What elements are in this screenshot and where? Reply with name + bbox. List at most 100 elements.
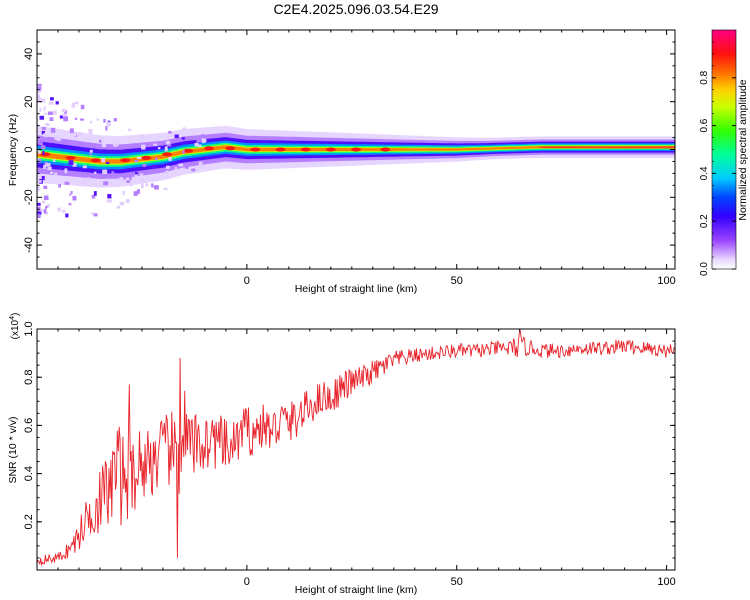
heat-speckle xyxy=(141,183,144,189)
heat-speckle xyxy=(48,101,54,105)
snr-panel: 0 50 100 0.2 0.4 0.6 0.8 1.0 (x104) Height of s… xyxy=(7,313,676,596)
heat-speckle xyxy=(198,138,202,141)
heat-speckle xyxy=(102,169,108,174)
heat-speckle xyxy=(152,164,156,169)
heat-speckle xyxy=(191,168,196,172)
heat-speckle xyxy=(43,112,48,115)
heat-speckle xyxy=(63,116,69,122)
snr-multiplier-base: (x10 xyxy=(10,319,21,339)
heat-core-12 xyxy=(325,147,336,152)
heat-speckle xyxy=(86,138,92,141)
heat-speckle xyxy=(179,164,182,167)
heat-speckle xyxy=(37,83,42,87)
heat-speckle xyxy=(134,160,139,163)
heat-speckle xyxy=(168,131,172,134)
heat-speckle xyxy=(107,146,112,150)
heat-speckle xyxy=(154,157,158,161)
heat-speckle xyxy=(119,177,124,182)
heat-speckle xyxy=(153,143,158,146)
heat-core-2 xyxy=(90,158,101,163)
heat-speckle xyxy=(72,162,77,167)
heat-speckle xyxy=(154,185,159,190)
y-tick-label: -40 xyxy=(23,237,35,253)
heat-speckle xyxy=(116,142,119,146)
snr-multiplier-close: ) xyxy=(10,313,21,316)
heat-speckle xyxy=(62,209,66,213)
heat-speckle xyxy=(112,142,118,147)
heat-core-13 xyxy=(351,147,361,152)
heat-speckle xyxy=(82,165,87,169)
heat-speckle xyxy=(59,115,64,119)
heat-speckle xyxy=(114,144,117,147)
colorbar: 0.0 0.2 0.4 0.6 0.8 Normalized spectral ampl… xyxy=(699,29,749,276)
heat-speckle xyxy=(103,181,109,186)
heat-speckle xyxy=(106,121,111,127)
heat-speckle xyxy=(201,138,206,144)
heat-speckle xyxy=(37,97,41,102)
x-tick-label: 100 xyxy=(657,275,675,287)
heat-speckle xyxy=(37,202,41,206)
heat-speckle xyxy=(93,191,97,196)
heat-speckle xyxy=(77,132,82,137)
heat-speckle xyxy=(37,206,41,211)
heat-speckle xyxy=(136,189,141,194)
heat-core-5 xyxy=(162,152,173,157)
heat-speckle xyxy=(56,136,61,141)
heat-speckle xyxy=(80,118,85,121)
heat-speckle xyxy=(111,171,115,175)
y-tick-label: 1.0 xyxy=(23,321,35,336)
heat-core-0 xyxy=(40,152,51,157)
heat-speckle xyxy=(38,150,41,154)
heat-speckle xyxy=(130,183,133,187)
heat-speckle xyxy=(157,147,161,150)
heat-core-tail xyxy=(540,146,675,149)
y-tick-label: -20 xyxy=(23,189,35,205)
heat-speckle xyxy=(91,212,95,215)
heat-speckle xyxy=(80,104,85,110)
heat-speckle xyxy=(49,117,54,121)
heat-speckle xyxy=(74,117,78,120)
heat-speckle xyxy=(80,180,86,185)
heat-speckle xyxy=(50,171,54,174)
heat-core-6 xyxy=(183,148,194,153)
heat-speckle xyxy=(136,156,142,159)
heat-speckle xyxy=(73,132,77,137)
heat-speckle xyxy=(122,190,125,196)
heat-speckle xyxy=(45,206,48,209)
colorbar-ramp xyxy=(711,29,737,270)
colorbar-tick-label: 0.4 xyxy=(699,166,710,180)
heat-speckle xyxy=(96,118,99,121)
heat-speckle xyxy=(74,101,79,105)
heat-speckle xyxy=(43,164,47,169)
heat-speckle xyxy=(163,187,168,190)
heat-speckle xyxy=(37,180,42,183)
heat-speckle xyxy=(139,177,144,182)
heat-speckle xyxy=(37,88,41,93)
heat-speckle xyxy=(37,149,40,152)
y-tick-label: 0.2 xyxy=(23,514,35,529)
heat-speckle xyxy=(54,172,58,175)
heat-speckle xyxy=(91,194,96,199)
colorbar-tick-label: 0.6 xyxy=(699,118,710,132)
x-tick-label: 50 xyxy=(451,576,463,588)
heat-speckle xyxy=(166,165,170,169)
snr-xlabel: Height of straight line (km) xyxy=(295,584,418,596)
heat-speckle xyxy=(116,205,121,209)
heat-speckle xyxy=(151,183,154,188)
heat-speckle xyxy=(57,207,61,212)
heat-speckle xyxy=(78,141,83,146)
heat-speckle xyxy=(87,177,91,182)
heat-speckle xyxy=(105,125,108,131)
heat-speckle xyxy=(37,141,41,145)
heat-speckle xyxy=(53,110,57,115)
heat-speckle xyxy=(201,133,204,138)
heat-speckle xyxy=(43,195,49,201)
heat-speckle xyxy=(89,149,93,153)
colorbar-ticks: 0.0 0.2 0.4 0.6 0.8 xyxy=(699,41,736,276)
heat-speckle xyxy=(165,140,171,145)
spectrogram-xlabel: Height of straight line (km) xyxy=(295,283,418,295)
heat-speckle xyxy=(43,106,46,111)
heat-speckle xyxy=(45,163,51,167)
heat-speckle xyxy=(73,136,77,140)
heat-speckle xyxy=(166,144,172,147)
